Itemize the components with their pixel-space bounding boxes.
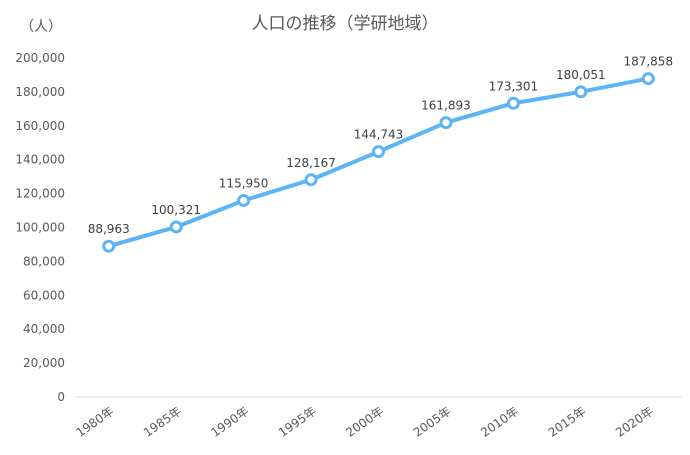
y-tick-label: 80,000 <box>23 254 65 268</box>
y-axis-unit-label: （人） <box>20 19 62 35</box>
data-label: 180,051 <box>556 68 606 82</box>
x-tick-label: 1995年 <box>276 404 319 440</box>
x-tick-label: 2020年 <box>613 404 656 440</box>
x-tick-label: 2015年 <box>546 404 589 440</box>
data-label: 144,743 <box>354 128 404 142</box>
y-tick-label: 100,000 <box>15 221 65 235</box>
series-line <box>106 76 651 249</box>
data-label: 173,301 <box>489 79 539 93</box>
y-axis-ticks: 0 20,000 40,000 60,000 80,000 100,000 120,000 1… <box>15 51 65 404</box>
x-tick-label: 1980年 <box>74 404 117 440</box>
y-tick-label: 60,000 <box>23 288 65 302</box>
y-tick-label: 40,000 <box>23 322 65 336</box>
data-labels-group: 88,963 100,321 115,950 128,167 144,743 161,89… <box>88 55 673 237</box>
y-tick-label: 0 <box>57 390 65 404</box>
data-point <box>237 193 251 207</box>
y-tick-label: 200,000 <box>15 51 65 65</box>
data-point <box>506 96 520 110</box>
x-tick-label: 1990年 <box>208 404 251 440</box>
data-point <box>102 239 116 253</box>
data-label: 187,858 <box>623 55 673 69</box>
y-tick-label: 140,000 <box>15 153 65 167</box>
chart-title: 人口の推移（学研地域） <box>252 14 439 34</box>
data-label: 115,950 <box>219 176 269 190</box>
y-tick-label: 160,000 <box>15 119 65 133</box>
data-point <box>574 85 588 99</box>
x-axis-ticks: 1980年 1985年 1990年 1995年 2000年 2005年 2010年 2015年… <box>74 404 656 440</box>
data-point <box>372 145 385 159</box>
data-point <box>641 72 655 86</box>
x-tick-label: 2010年 <box>478 404 521 440</box>
data-label: 88,963 <box>88 222 130 236</box>
data-point <box>439 116 453 130</box>
data-point <box>169 220 183 234</box>
data-point <box>304 173 318 187</box>
series-group <box>102 72 655 253</box>
x-tick-label: 2005年 <box>411 404 454 440</box>
x-tick-label: 2000年 <box>343 404 386 440</box>
x-tick-label: 1985年 <box>141 404 184 440</box>
y-tick-label: 120,000 <box>15 187 65 201</box>
data-label: 100,321 <box>151 203 201 217</box>
y-tick-label: 20,000 <box>23 356 65 370</box>
data-label: 161,893 <box>421 99 471 113</box>
y-tick-label: 180,000 <box>15 85 65 99</box>
data-label: 128,167 <box>286 156 336 170</box>
